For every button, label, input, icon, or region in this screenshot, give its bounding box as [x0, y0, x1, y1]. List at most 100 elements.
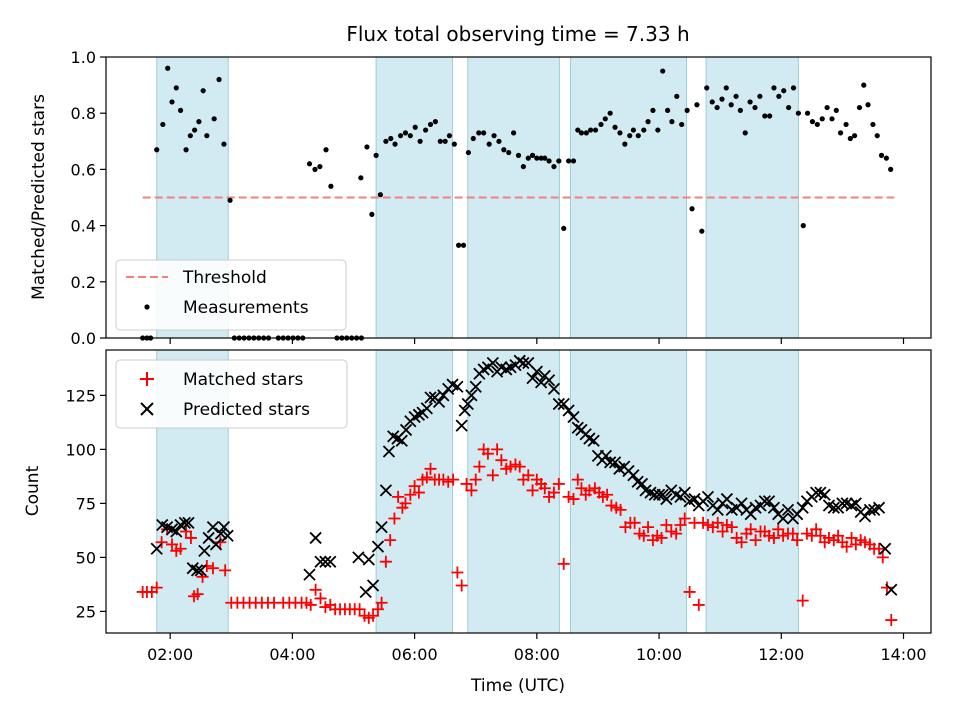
- predicted-point: [652, 488, 666, 501]
- matched-point: [678, 512, 691, 525]
- predicted-point: [221, 529, 234, 542]
- top-x-axis: [169, 338, 905, 344]
- predicted-point: [366, 579, 380, 592]
- predicted-point: [836, 497, 849, 510]
- predicted-point: [567, 410, 580, 424]
- bottom-legend: Matched stars Predicted stars: [115, 359, 348, 429]
- measurement-point: [635, 133, 641, 139]
- predicted-point: [552, 397, 565, 411]
- y-tick-label: 0.4: [71, 217, 96, 236]
- matched-point: [353, 603, 366, 616]
- matched-point: [796, 594, 809, 607]
- predicted-point: [711, 503, 724, 516]
- measurement-point: [556, 158, 562, 164]
- measurement-point: [578, 130, 585, 136]
- predicted-point: [352, 551, 365, 564]
- measurement-point: [598, 121, 604, 128]
- measurement-point: [814, 121, 820, 128]
- y-tick-label: 0.6: [71, 160, 96, 179]
- matched-point: [791, 534, 804, 547]
- bottom-plot-frame: [105, 349, 932, 634]
- measurement-point: [496, 138, 502, 144]
- predicted-point: [420, 402, 433, 415]
- predicted-point: [486, 356, 499, 370]
- matched-point: [473, 460, 486, 473]
- measurement-point: [476, 130, 482, 136]
- predicted-point: [314, 555, 327, 568]
- predicted-point: [530, 365, 543, 378]
- matched-point: [575, 482, 588, 495]
- matched-point: [772, 523, 785, 536]
- measurement-point: [460, 242, 467, 248]
- measurement-point: [165, 65, 171, 71]
- measurement-point: [583, 130, 589, 136]
- matched-point: [219, 564, 232, 577]
- measurement-point: [771, 85, 777, 91]
- predicted-point: [660, 492, 673, 506]
- measurement-point: [684, 107, 690, 113]
- measurement-point: [561, 225, 567, 232]
- measurement-point: [689, 206, 695, 212]
- measurement-point: [417, 138, 423, 144]
- measurement-point: [412, 124, 418, 130]
- predicted-point: [571, 421, 584, 434]
- predicted-point: [720, 492, 734, 506]
- predicted-point: [437, 389, 450, 402]
- matched-series: [136, 443, 898, 627]
- measurement-point: [183, 147, 189, 153]
- measurement-point: [829, 116, 835, 122]
- measurement-point: [607, 110, 613, 116]
- measurement-point: [423, 127, 429, 133]
- measurement-point: [592, 127, 599, 133]
- predicted-point: [395, 434, 408, 447]
- predicted-point: [534, 376, 548, 389]
- predicted-point: [604, 456, 617, 469]
- matched-point: [885, 614, 898, 627]
- measurement-point: [704, 85, 710, 91]
- measurement-point: [575, 127, 581, 133]
- measurement-point: [392, 141, 398, 147]
- matched-point: [379, 555, 392, 568]
- predicted-point: [379, 484, 393, 497]
- measurement-point: [883, 155, 889, 161]
- measurement-point: [377, 192, 383, 198]
- predicted-point: [458, 404, 471, 417]
- legend-matched-swatch: [140, 372, 154, 386]
- matched-point: [810, 523, 823, 536]
- measurement-point: [529, 152, 536, 158]
- measurement-point: [728, 102, 734, 108]
- measurement-point: [865, 102, 871, 108]
- predicted-point: [762, 495, 776, 508]
- matched-point: [399, 497, 412, 510]
- measurement-point: [679, 121, 685, 128]
- measurement-point: [837, 130, 844, 136]
- predicted-point: [432, 395, 446, 408]
- predicted-point: [885, 583, 898, 596]
- measurement-point: [847, 135, 853, 142]
- legend-threshold-label: Threshold: [182, 268, 267, 288]
- measurement-point: [566, 158, 572, 164]
- matched-point: [166, 538, 178, 551]
- measurement-point: [486, 141, 492, 147]
- measurement-point: [551, 163, 557, 170]
- x-tick-label: 06:00: [392, 645, 438, 664]
- matched-point: [447, 473, 460, 486]
- measurement-point: [861, 82, 867, 88]
- x-tick-label: 10:00: [636, 645, 682, 664]
- matched-point: [601, 488, 614, 501]
- y-tick-label: 0.0: [71, 329, 96, 348]
- predicted-point: [206, 521, 220, 534]
- measurement-point: [465, 149, 471, 156]
- predicted-point: [461, 397, 474, 411]
- measurement-point: [534, 155, 540, 161]
- measurement-point: [446, 133, 453, 139]
- measurement-point: [481, 130, 487, 136]
- measurement-point: [173, 85, 179, 91]
- matched-point: [876, 551, 889, 564]
- matched-point: [375, 596, 388, 609]
- observing-band: [705, 349, 799, 634]
- matched-point: [614, 503, 627, 516]
- predicted-point: [879, 542, 892, 555]
- measurement-point: [655, 127, 661, 133]
- measurement-point: [432, 119, 438, 125]
